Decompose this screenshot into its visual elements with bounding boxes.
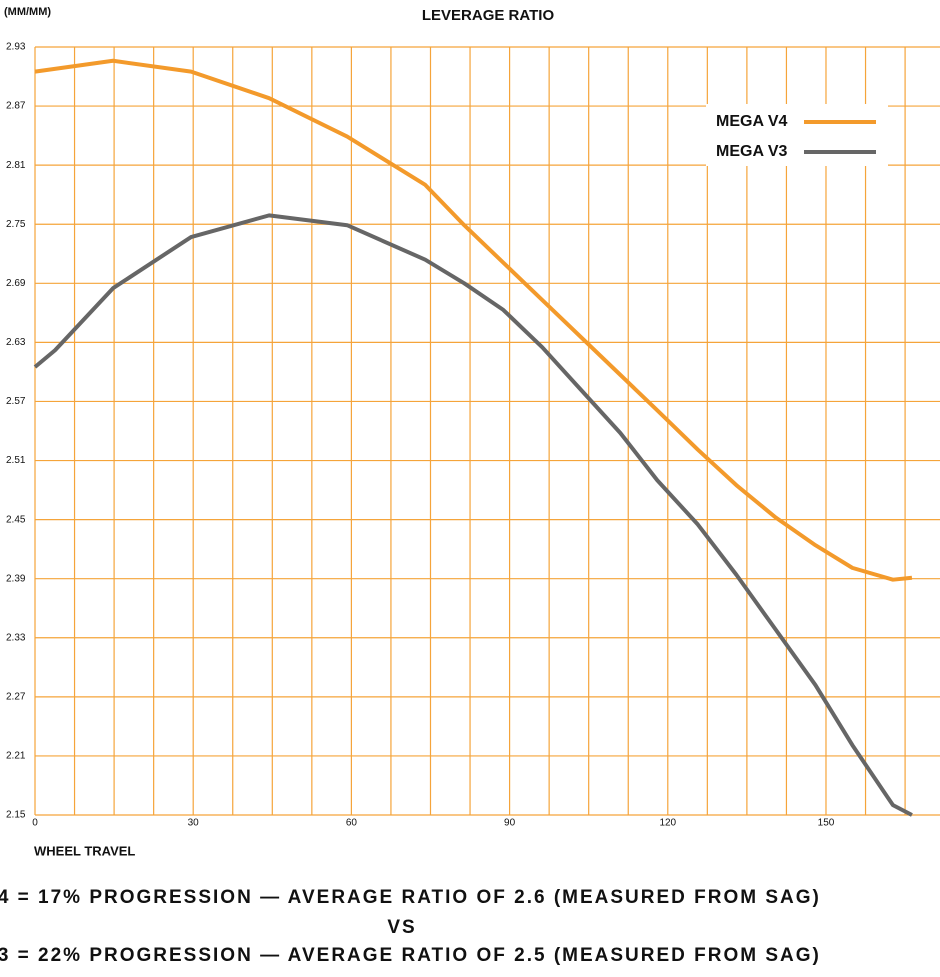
x-tick-label: 90	[504, 818, 516, 829]
y-tick-label: 2.39	[6, 573, 26, 584]
note: V3 = 22% PROGRESSION — AVERAGE RATIO OF …	[0, 945, 821, 966]
note: V4 = 17% PROGRESSION — AVERAGE RATIO OF …	[0, 887, 821, 908]
y-tick-label: 2.63	[6, 337, 26, 348]
y-tick-label: 2.21	[6, 751, 26, 762]
line	[34, 58, 913, 582]
x-tick-label: 150	[818, 818, 835, 829]
legend-box	[706, 104, 888, 166]
note: VS	[387, 917, 416, 938]
y-tick-label: 2.93	[6, 42, 26, 53]
x-tick-label: 60	[346, 818, 358, 829]
y-tick-label: 2.81	[6, 160, 26, 171]
line	[33, 213, 913, 817]
legend-label: MEGA V4	[716, 113, 788, 130]
x-axis-label: WHEEL TRAVEL	[34, 843, 135, 858]
y-tick-label: 2.15	[6, 810, 26, 821]
y-axis-label: (MM/MM)	[4, 6, 51, 18]
legend-label: MEGA V3	[716, 143, 788, 160]
y-tick-label: 2.33	[6, 632, 26, 643]
x-tick-label: 0	[32, 818, 38, 829]
y-tick-label: 2.69	[6, 278, 26, 289]
y-tick-label: 2.51	[6, 455, 26, 466]
y-tick-label: 2.45	[6, 514, 26, 525]
chart-title: LEVERAGE RATIO	[422, 7, 555, 24]
y-tick-label: 2.75	[6, 219, 26, 230]
x-tick-label: 120	[659, 818, 676, 829]
y-tick-label: 2.87	[6, 101, 26, 112]
y-tick-label: 2.27	[6, 691, 26, 702]
y-tick-label: 2.57	[6, 396, 26, 407]
x-tick-label: 30	[188, 818, 200, 829]
